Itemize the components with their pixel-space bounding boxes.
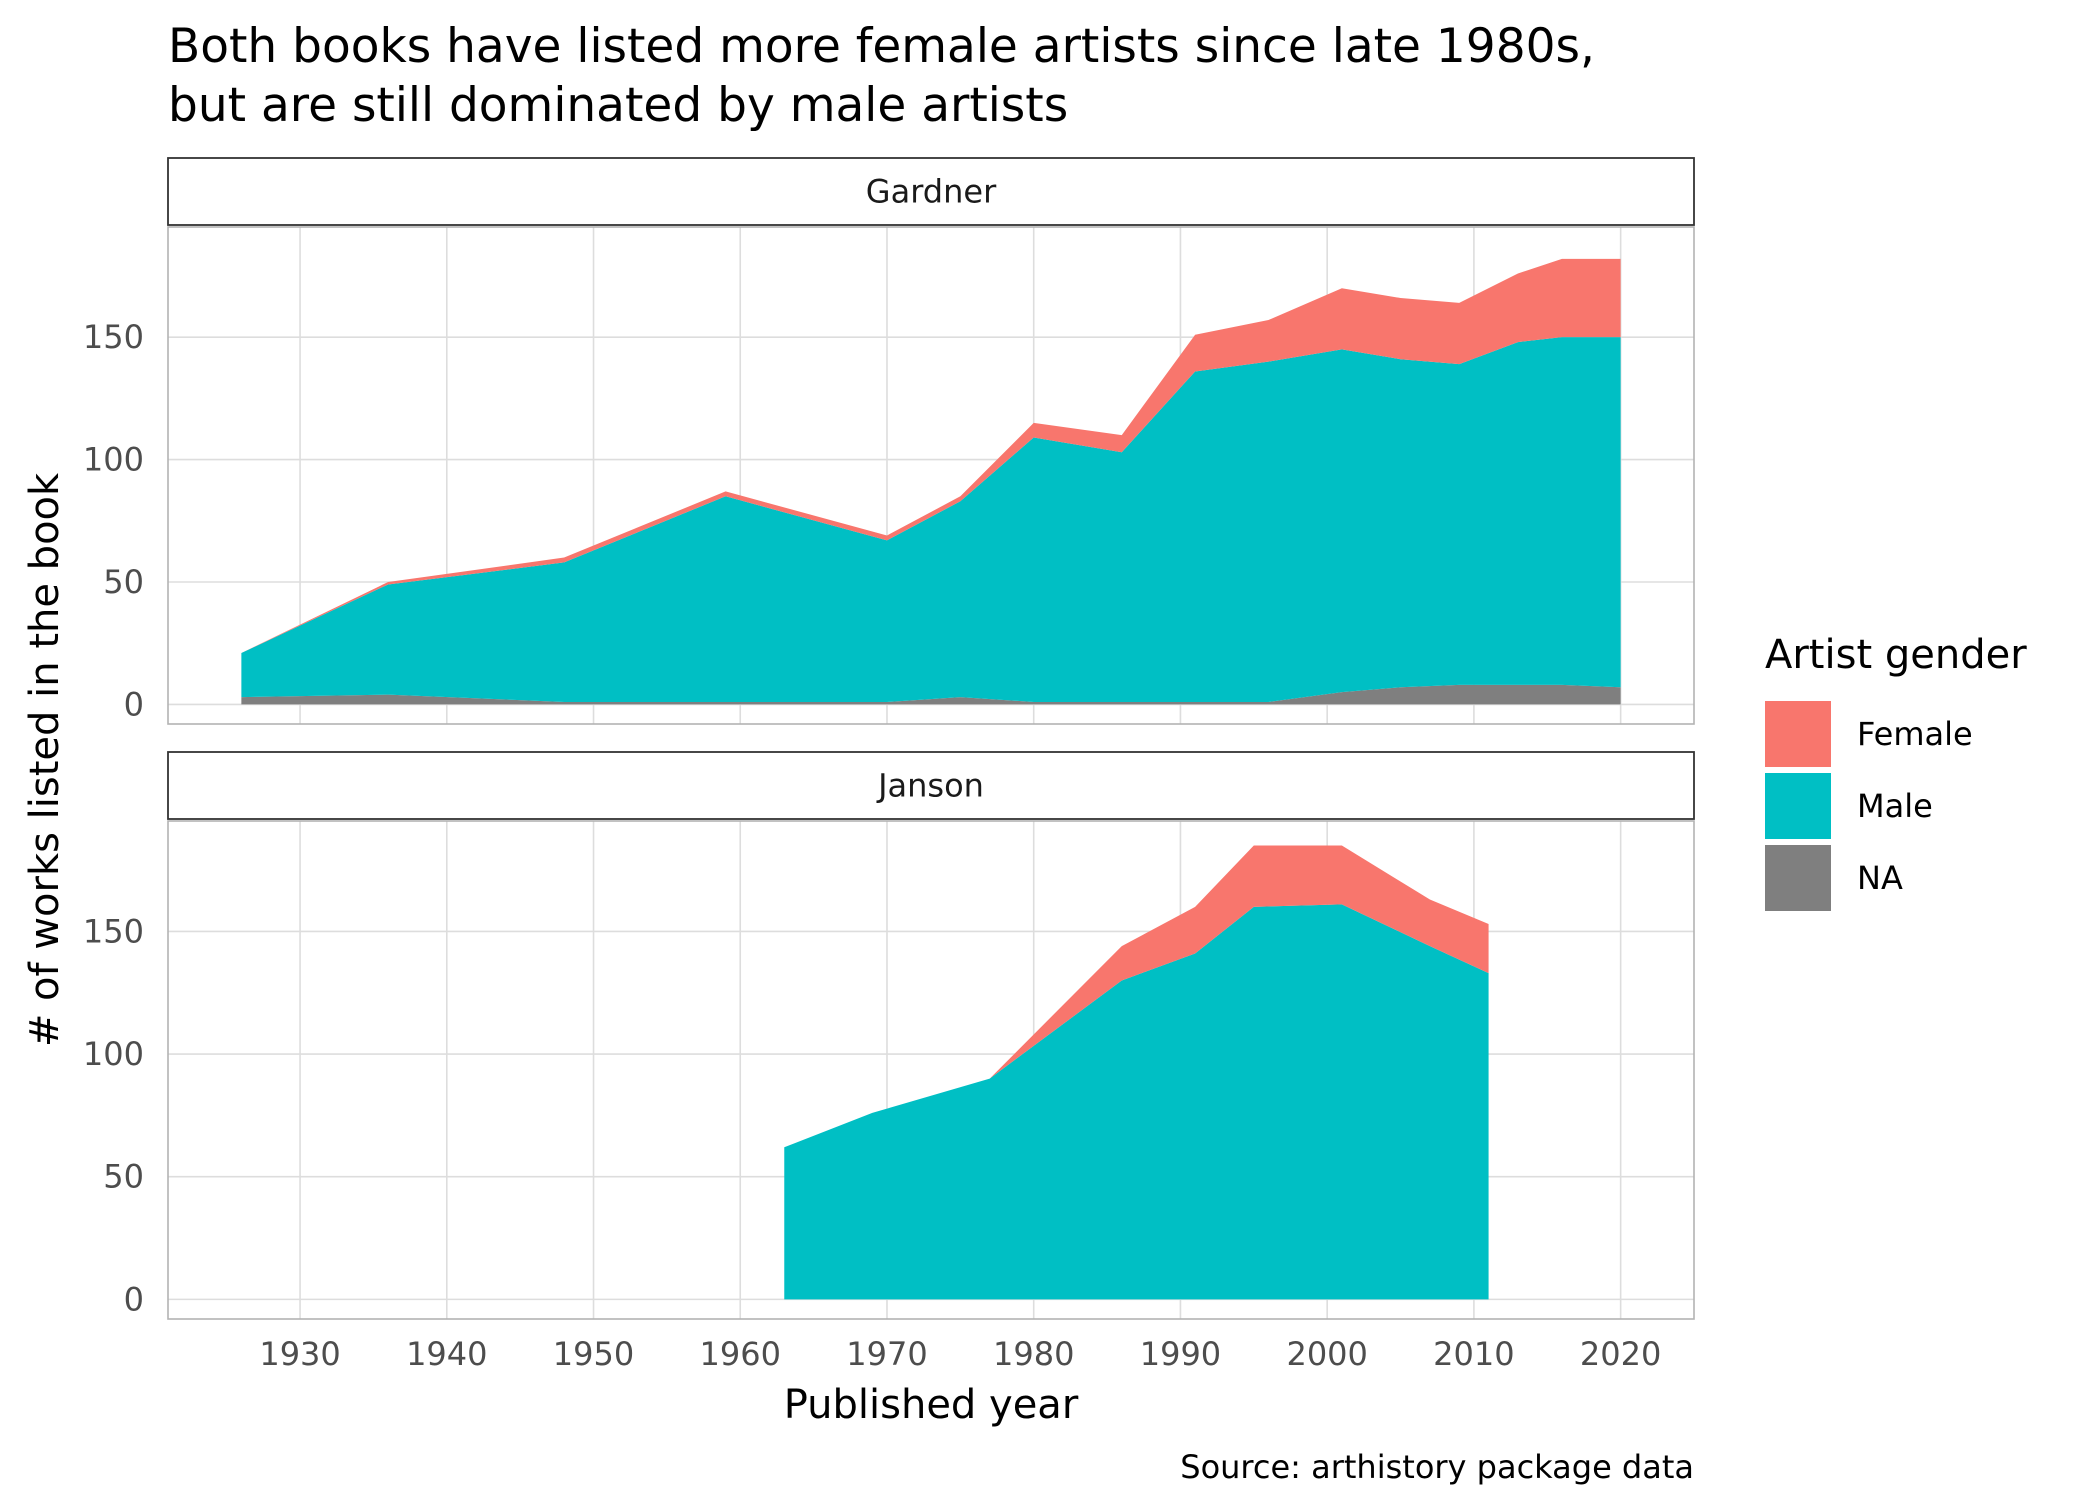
legend-key-na — [1765, 845, 1831, 911]
facet-strip — [167, 751, 1695, 820]
legend-label-male: Male — [1857, 787, 1933, 825]
legend-key-male — [1765, 773, 1831, 839]
facet-strip-label: Gardner — [866, 173, 997, 211]
facet-panels: Gardner 0 50 100 150 Janson 0 50 100 150 — [83, 157, 1695, 1320]
y-tick-label: 100 — [83, 441, 144, 479]
chart-title: Both books have listed more female artis… — [168, 19, 1595, 133]
area-male — [241, 337, 1621, 702]
area-series — [784, 845, 1489, 1300]
panel-gardner: Gardner 0 50 100 150 — [83, 157, 1695, 725]
y-axis: 0 50 100 150 — [83, 318, 144, 723]
y-tick-label: 50 — [103, 1158, 144, 1196]
area-series — [241, 258, 1621, 705]
x-axis-title: Published year — [784, 1382, 1079, 1428]
x-axis: 1930 1940 1950 1960 1970 1980 1990 2000 2010 2020 — [259, 1335, 1661, 1373]
legend-label-female: Female — [1857, 715, 1973, 753]
y-tick-label: 0 — [124, 685, 144, 723]
y-tick-label: 150 — [83, 912, 144, 950]
panel-janson: Janson 0 50 100 150 — [83, 751, 1695, 1320]
facet-strip-label: Janson — [876, 767, 984, 805]
legend-key-female — [1765, 701, 1831, 767]
x-tick-label: 2020 — [1580, 1335, 1661, 1373]
x-tick-label: 1960 — [700, 1335, 781, 1373]
legend-label-na: NA — [1857, 859, 1903, 897]
x-tick-label: 1950 — [553, 1335, 634, 1373]
legend-title: Artist gender — [1765, 632, 2027, 678]
caption: Source: arthistory package data — [1180, 1448, 1694, 1486]
panel-border — [167, 226, 1695, 725]
area-male — [784, 904, 1489, 1300]
y-axis-title: # of works listed in the book — [22, 472, 68, 1047]
x-tick-label: 1940 — [406, 1335, 487, 1373]
area-female — [241, 258, 1621, 653]
x-tick-label: 2010 — [1433, 1335, 1514, 1373]
chart-title-line-1: Both books have listed more female artis… — [168, 19, 1595, 74]
y-axis: 0 50 100 150 — [83, 912, 144, 1318]
x-tick-label: 2000 — [1286, 1335, 1367, 1373]
y-tick-label: 0 — [124, 1280, 144, 1318]
y-tick-label: 150 — [83, 318, 144, 356]
area-na — [241, 684, 1621, 705]
panel-border — [167, 820, 1695, 1320]
chart-title-line-2: but are still dominated by male artists — [168, 78, 1068, 133]
facet-strip — [167, 157, 1695, 226]
y-tick-label: 100 — [83, 1035, 144, 1073]
legend: Artist gender Female Male NA — [1765, 632, 2027, 911]
x-tick-label: 1980 — [993, 1335, 1074, 1373]
x-tick-label: 1930 — [259, 1335, 340, 1373]
y-tick-label: 50 — [103, 563, 144, 601]
x-tick-label: 1970 — [846, 1335, 927, 1373]
x-tick-label: 1990 — [1140, 1335, 1221, 1373]
